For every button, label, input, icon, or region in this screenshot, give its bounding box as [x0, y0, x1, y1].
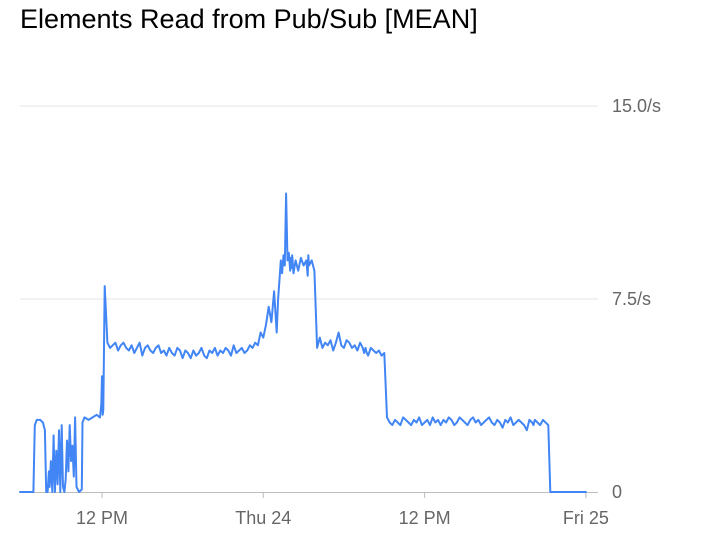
- gridlines: [20, 105, 598, 300]
- y-tick-label: 15.0/s: [612, 96, 661, 116]
- x-tick-label: 12 PM: [399, 508, 451, 528]
- x-tick-label: Thu 24: [235, 508, 291, 528]
- x-tick-label: 12 PM: [76, 508, 128, 528]
- x-axis: [20, 492, 598, 498]
- y-tick-label: 0: [612, 482, 622, 502]
- x-tick-labels: 12 PM Thu 24 12 PM Fri 25: [76, 508, 609, 528]
- x-tick-label: Fri 25: [563, 508, 609, 528]
- chart-title: Elements Read from Pub/Sub [MEAN]: [20, 4, 478, 34]
- y-tick-label: 7.5/s: [612, 289, 651, 309]
- plot-area: [19, 192, 587, 493]
- series-line-0: [19, 192, 587, 493]
- y-tick-labels: 0 7.5/s 15.0/s: [612, 96, 661, 502]
